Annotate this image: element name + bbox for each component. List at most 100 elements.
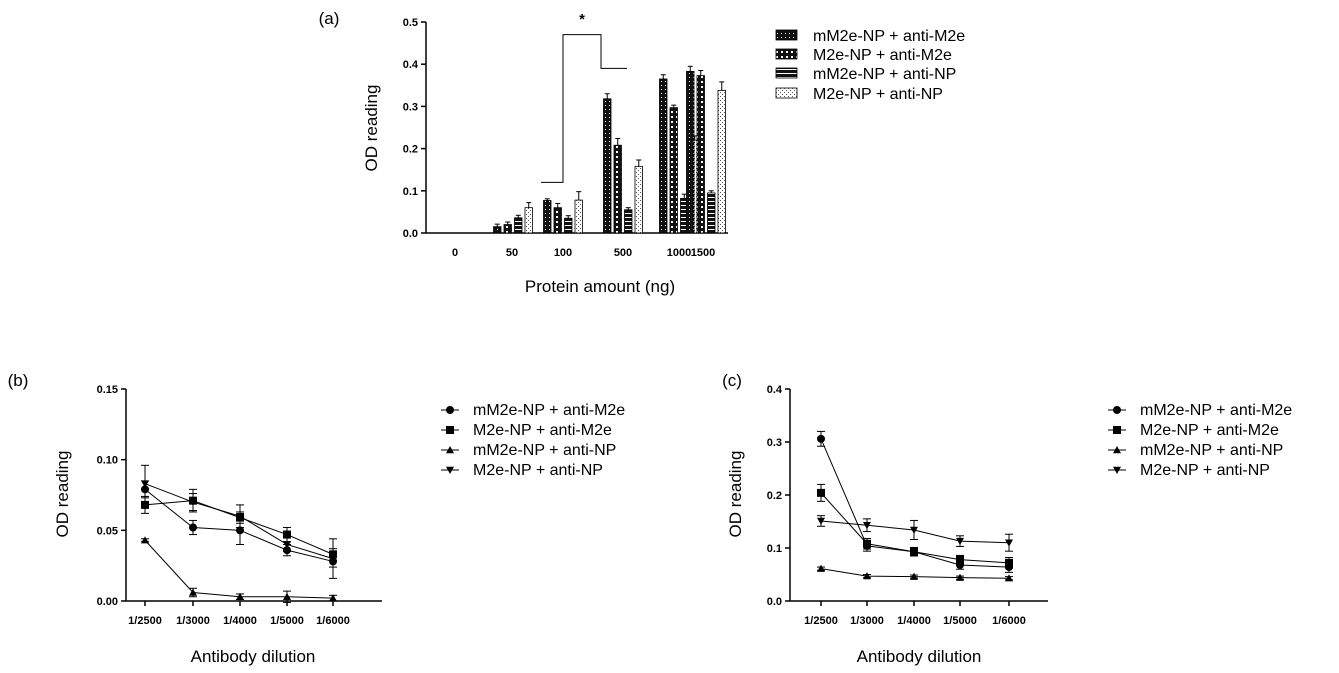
y-tick-label-b: 0.15 xyxy=(97,384,118,396)
x-tick-label-b: 1/5000 xyxy=(270,615,304,627)
bar xyxy=(659,78,668,234)
x-tick-label-c: 1/6000 xyxy=(992,615,1026,627)
data-point xyxy=(817,434,825,443)
y-tick-label-b: 0.00 xyxy=(97,596,118,608)
data-point xyxy=(236,513,244,521)
y-tick-label-c: 0.4 xyxy=(767,384,783,396)
data-point xyxy=(283,592,291,600)
y-tick-label-a: 0.3 xyxy=(403,101,418,113)
x-tick-label-b: 1/6000 xyxy=(316,615,350,627)
legend-label: mM2e-NP + anti-M2e xyxy=(1140,402,1292,419)
panel-label-b: (b) xyxy=(8,371,29,390)
bar xyxy=(574,199,583,234)
series-line xyxy=(144,539,334,599)
data-point xyxy=(956,537,964,546)
bar xyxy=(514,217,523,234)
line-chart-b: (b) 0.00 0.05 0.10 0.15 1/2500 1/3000 1/4000 1/5… xyxy=(8,371,626,666)
legend-label: mM2e-NP + anti-M2e xyxy=(813,28,965,45)
data-point xyxy=(1005,558,1013,567)
legend-swatch xyxy=(775,29,798,41)
legend-marker xyxy=(446,426,454,434)
legend-marker xyxy=(446,466,454,474)
significance-bracket xyxy=(541,34,627,183)
data-point xyxy=(910,547,918,556)
bar xyxy=(669,107,678,234)
bar xyxy=(686,70,695,234)
y-tick-label-a: 0.5 xyxy=(403,17,418,29)
legend-marker xyxy=(1113,406,1121,414)
y-tick-label-b: 0.10 xyxy=(97,455,118,467)
bar xyxy=(524,207,533,234)
x-tick-label-b: 1/2500 xyxy=(128,615,162,627)
line-chart-c: (c) 0.0 0.1 0.2 0.3 0.4 1/2500 1/3000 1/4000 1/50… xyxy=(722,371,1292,666)
y-tick-label-c: 0.3 xyxy=(767,437,782,449)
data-point xyxy=(189,498,197,507)
y-tick-label-b: 0.05 xyxy=(97,525,118,537)
legend-swatch xyxy=(775,67,798,79)
bar xyxy=(564,217,573,234)
legend-label: M2e-NP + anti-NP xyxy=(473,462,603,479)
data-point xyxy=(141,500,149,509)
data-point xyxy=(236,526,244,535)
bar xyxy=(553,207,562,234)
data-point xyxy=(141,536,149,544)
x-axis-title-a: Protein amount (ng) xyxy=(525,277,675,296)
bar xyxy=(493,226,502,234)
bar xyxy=(503,224,512,234)
data-point xyxy=(863,522,871,530)
x-tick-label-a: 0 xyxy=(452,247,458,259)
x-tick-label-c: 1/4000 xyxy=(897,615,931,627)
y-tick-label-a: 0.4 xyxy=(403,59,419,71)
x-tick-label-c: 1/3000 xyxy=(850,615,884,627)
data-point xyxy=(1005,574,1013,582)
y-axis-title-b: OD reading xyxy=(53,451,72,538)
legend-label: mM2e-NP + anti-NP xyxy=(813,66,956,83)
bar xyxy=(696,75,705,234)
data-point xyxy=(817,488,825,497)
data-point xyxy=(956,555,964,564)
legend-label: mM2e-NP + anti-NP xyxy=(1140,442,1283,459)
y-axis-title-a: OD reading xyxy=(362,85,381,172)
legend-label: M2e-NP + anti-M2e xyxy=(1140,422,1279,439)
data-point xyxy=(283,530,291,539)
y-tick-label-c: 0.1 xyxy=(767,543,782,555)
legend-label: M2e-NP + anti-NP xyxy=(1140,462,1270,479)
series-line xyxy=(144,488,334,562)
x-axis-title-b: Antibody dilution xyxy=(191,647,316,666)
data-point xyxy=(817,564,825,572)
y-tick-label-a: 0.0 xyxy=(403,228,418,240)
x-tick-label-a: 1000 xyxy=(667,247,691,259)
data-point xyxy=(1005,539,1013,547)
bar xyxy=(707,192,716,234)
x-tick-label-a: 1500 xyxy=(691,247,715,259)
y-tick-label-a: 0.1 xyxy=(403,186,418,198)
data-point xyxy=(817,517,825,525)
legend-label: mM2e-NP + anti-M2e xyxy=(473,402,625,419)
data-point xyxy=(910,526,918,534)
data-point xyxy=(863,539,871,548)
panel-label-c: (c) xyxy=(722,371,742,390)
data-point xyxy=(141,480,149,488)
significance-star: * xyxy=(579,11,585,28)
legend-marker xyxy=(446,406,454,414)
data-point xyxy=(329,555,337,563)
data-point xyxy=(956,573,964,581)
legend-marker xyxy=(1113,426,1121,434)
y-tick-label-c: 0.2 xyxy=(767,490,782,502)
x-axis-title-c: Antibody dilution xyxy=(857,647,982,666)
data-point xyxy=(189,588,197,596)
x-tick-label-a: 500 xyxy=(614,247,632,259)
bar xyxy=(634,165,643,234)
legend-marker xyxy=(446,446,454,454)
bar-chart-a: (a) 0.0 0.1 0.2 0.3 0.4 0.5 0 50 100 500 1000 1500 * O… xyxy=(319,9,966,296)
legend-marker xyxy=(1113,446,1121,454)
y-tick-label-a: 0.2 xyxy=(403,144,418,156)
data-point xyxy=(863,572,871,580)
legend-marker xyxy=(1113,466,1121,474)
x-tick-label-c: 1/5000 xyxy=(943,615,977,627)
bar xyxy=(624,209,633,234)
x-tick-label-a: 50 xyxy=(506,247,518,259)
legend-swatch xyxy=(775,48,798,60)
data-point xyxy=(283,541,291,549)
